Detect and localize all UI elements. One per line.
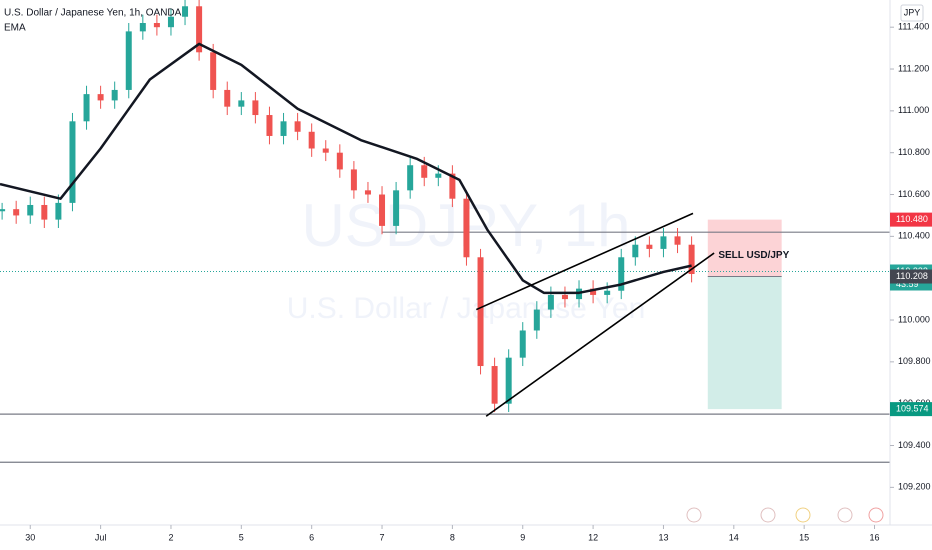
event-icons <box>686 507 884 523</box>
candle-body <box>69 121 76 203</box>
price-label: 110.480 <box>896 214 928 224</box>
x-tick-label: 5 <box>239 532 244 542</box>
candle-body <box>210 52 217 90</box>
candle-body <box>83 94 90 122</box>
y-tick-label: 110.600 <box>898 189 930 199</box>
currency-box[interactable] <box>900 4 924 22</box>
candle-body <box>505 357 512 404</box>
candle-body <box>646 244 653 249</box>
x-tick-label: 9 <box>520 532 525 542</box>
candle-body <box>364 190 371 195</box>
candle-body <box>97 94 104 101</box>
candle-body <box>13 209 20 216</box>
candle-body <box>379 194 386 226</box>
y-tick-label: 110.800 <box>898 147 930 157</box>
price-label-box <box>890 402 932 417</box>
x-tick-label: 2 <box>168 532 173 542</box>
candle-body <box>55 202 62 220</box>
candle-body <box>336 152 343 170</box>
y-tick-label: 109.400 <box>898 440 931 450</box>
x-tick-label: 16 <box>870 532 880 542</box>
indicator-name[interactable]: EMA <box>4 23 26 34</box>
candle-body <box>519 330 526 358</box>
y-tick-label: 110.400 <box>898 231 930 241</box>
x-tick-label: 6 <box>309 532 314 542</box>
candle-body <box>590 288 597 295</box>
candle-body <box>604 290 611 295</box>
candle-body <box>111 89 118 101</box>
candle-body <box>632 244 639 258</box>
x-tick-label: 13 <box>658 532 668 542</box>
event-icon[interactable] <box>837 507 853 523</box>
candle-body <box>0 209 6 212</box>
candle-body <box>196 6 203 53</box>
currency[interactable]: JPY <box>904 7 921 17</box>
candle-body <box>477 257 484 367</box>
candle-body <box>688 244 695 275</box>
x-tick-label: 8 <box>450 532 455 542</box>
candle-body <box>27 204 34 216</box>
plot-area: SELL USD/JPY <box>0 0 890 463</box>
watermark-sub: U.S. Dollar / Japanese Yen <box>287 292 646 325</box>
event-icon[interactable] <box>795 507 811 523</box>
price-label: 110.208 <box>896 271 928 281</box>
trendline <box>485 252 715 417</box>
candle-body <box>322 148 329 153</box>
candle-body <box>294 121 301 132</box>
symbol-title[interactable]: U.S. Dollar / Japanese Yen, 1h, OANDA <box>4 8 182 19</box>
candle-body <box>238 100 245 107</box>
annotation: SELL USD/JPY <box>718 250 789 261</box>
candle-body <box>350 169 357 191</box>
event-icon[interactable] <box>686 507 702 523</box>
candle-body <box>167 16 174 28</box>
x-tick-label: 15 <box>799 532 809 542</box>
price-label-box <box>890 269 932 284</box>
candle-body <box>125 31 132 90</box>
event-icon[interactable] <box>760 507 776 523</box>
price-label: 109.574 <box>896 403 929 413</box>
candle-body <box>561 294 568 300</box>
target-zone <box>707 276 782 410</box>
x-tick-label: Jul <box>95 532 107 542</box>
candle-body <box>618 257 625 291</box>
countdown: 43:59 <box>896 279 919 289</box>
candle-body <box>533 309 540 331</box>
x-tick-label: 14 <box>729 532 739 542</box>
y-tick-label: 109.200 <box>898 482 931 492</box>
price-label-box <box>890 212 932 227</box>
candle-body <box>435 173 442 178</box>
candle-body <box>308 131 315 149</box>
candle-body <box>660 236 667 249</box>
x-tick-label: 12 <box>588 532 598 542</box>
y-tick-label: 111.000 <box>898 105 929 115</box>
candle-body <box>41 204 48 220</box>
candle-body <box>266 115 273 136</box>
event-icon[interactable] <box>868 507 884 523</box>
stop-zone <box>707 219 782 277</box>
ema-line <box>0 42 692 295</box>
y-tick-label: 111.200 <box>898 63 929 73</box>
candle-body <box>153 23 160 28</box>
y-tick-label: 111.400 <box>898 22 929 32</box>
candle-body <box>463 198 470 258</box>
y-tick-label: 110.000 <box>898 314 930 324</box>
candle-body <box>280 121 287 136</box>
candle-body <box>449 173 456 199</box>
candle-body <box>491 366 498 404</box>
x-tick-label: 7 <box>380 532 385 542</box>
candle-body <box>252 100 259 116</box>
candle-body <box>674 236 681 245</box>
candle-body <box>421 165 428 178</box>
candle-body <box>182 6 189 17</box>
candle-body <box>407 165 414 191</box>
candle-body <box>547 294 554 310</box>
x-tick-label: 30 <box>25 532 35 542</box>
y-tick-label: 109.800 <box>898 356 931 366</box>
candle-body <box>393 190 400 226</box>
candle-body <box>139 23 146 32</box>
trendline <box>475 212 694 311</box>
candle-body <box>224 89 231 107</box>
